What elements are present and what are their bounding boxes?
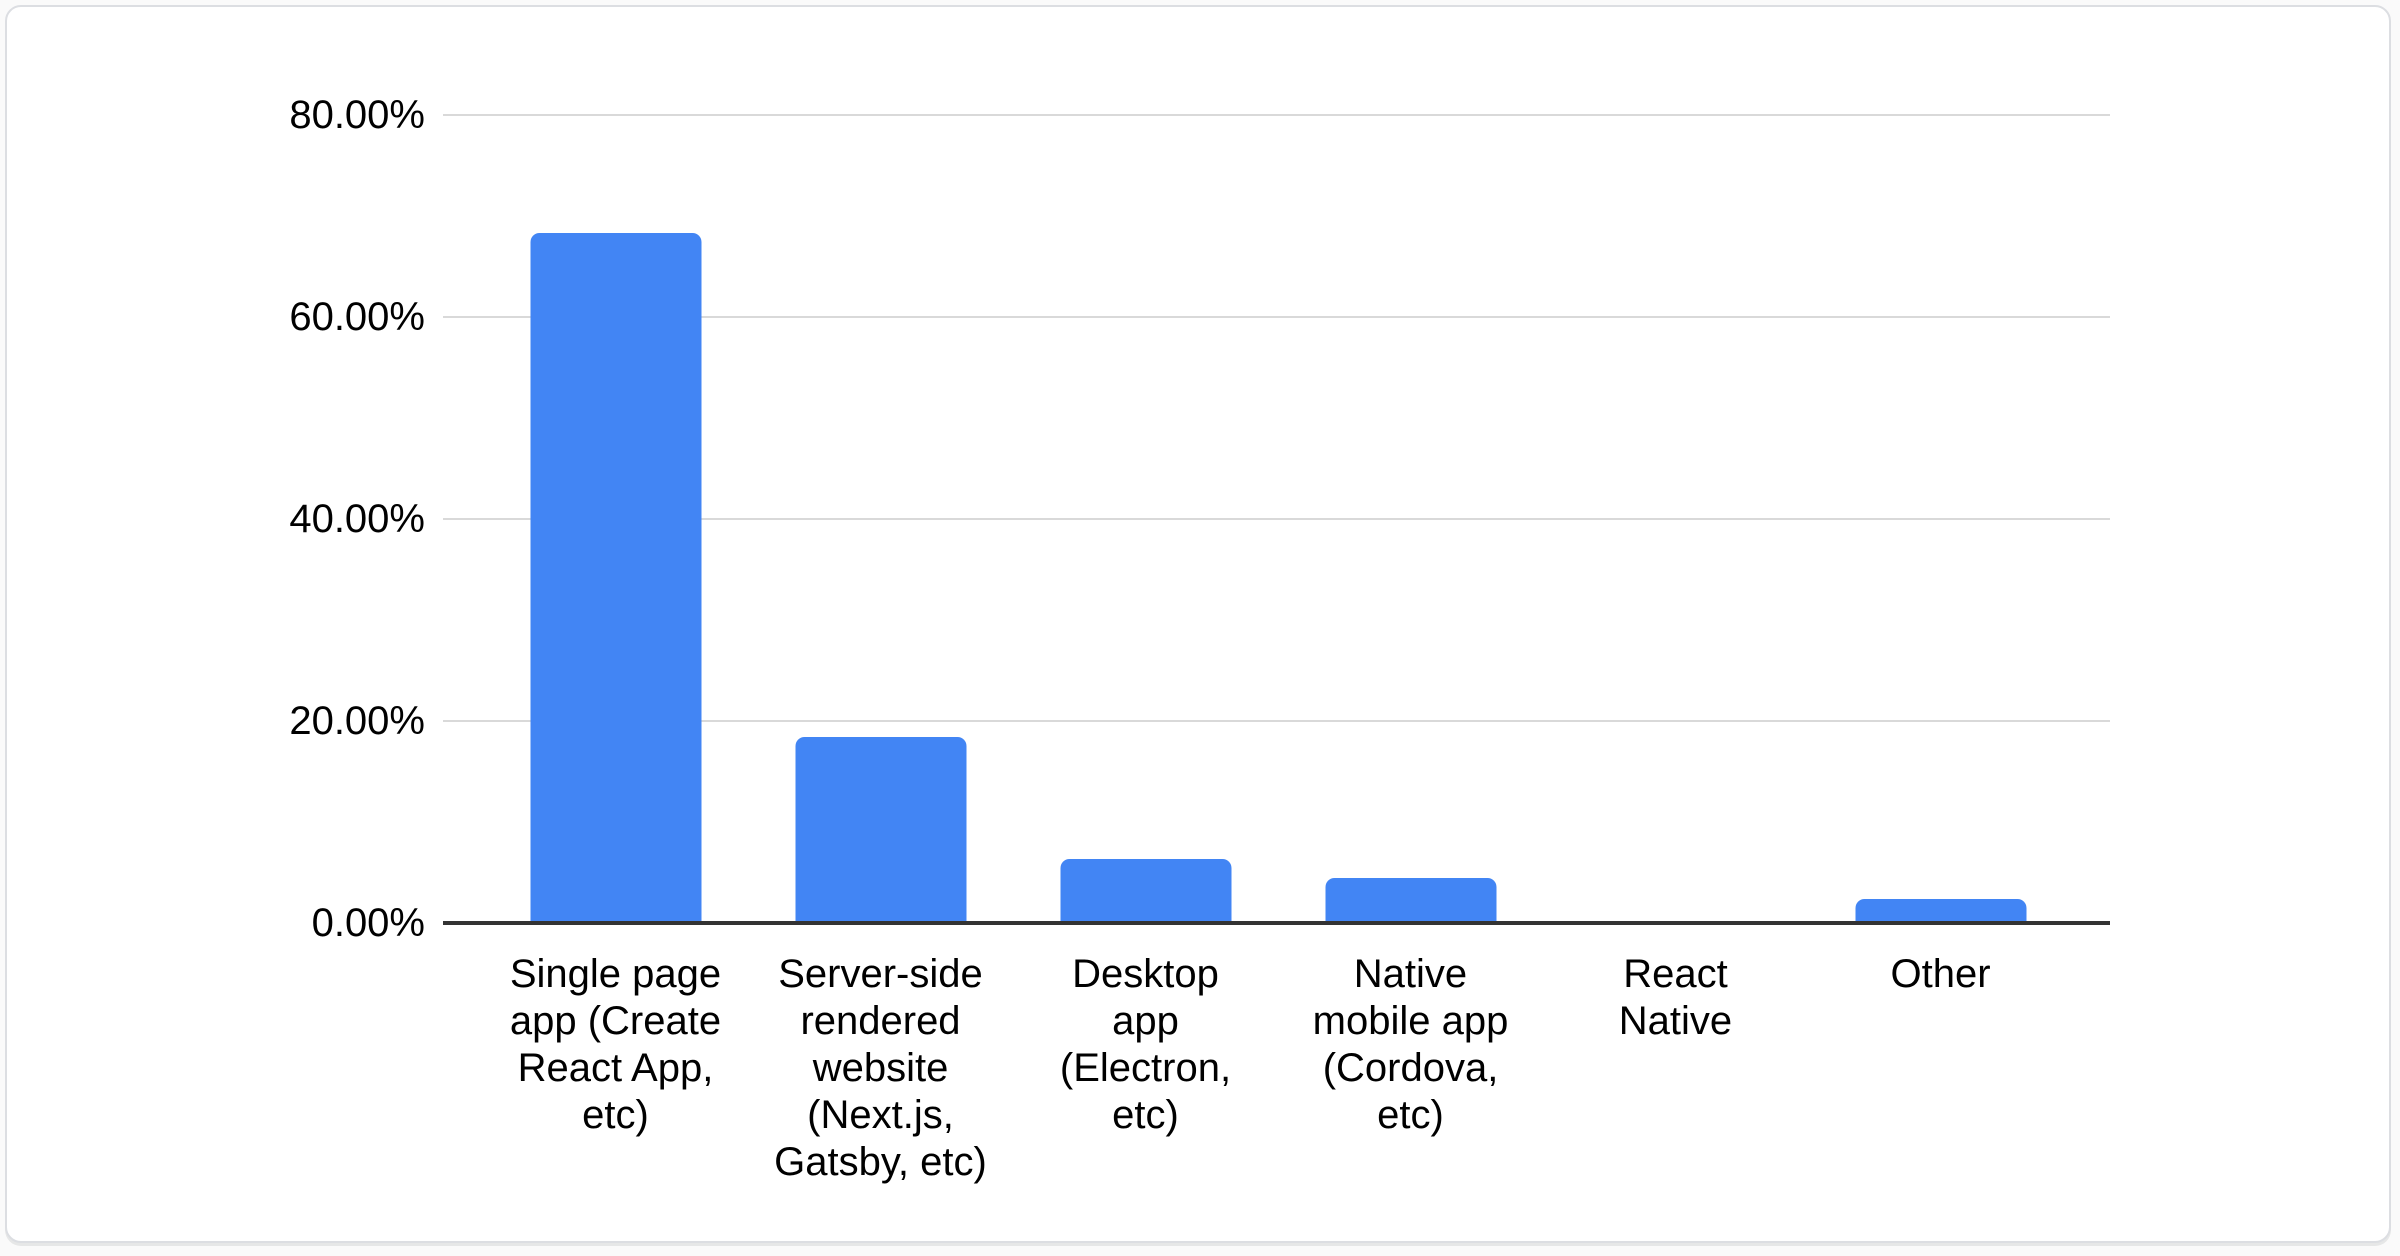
gridline [443,720,2110,722]
bar-column [1013,115,1278,923]
gridline [443,518,2110,520]
y-axis-tick-label: 0.00% [311,901,425,945]
bar [1855,898,2026,923]
bar-column [1808,115,2073,923]
x-axis-line [443,921,2110,925]
gridline [443,316,2110,318]
bar [795,737,966,923]
bars-container [483,115,2073,923]
bar-column [1543,115,1808,923]
x-axis-labels: Single page app (Create React App, etc) Serv… [483,951,2073,1186]
bar-chart: 80.00% 60.00% 40.00% 20.00% 0.00% Single pag… [289,95,2110,1184]
x-axis-category-label: Server-side rendered website (Next.js, Gatsb… [774,952,987,1184]
bar-column [1278,115,1543,923]
y-axis-tick-label: 40.00% [289,497,425,541]
bar-column [483,115,748,923]
x-axis-category-label: Single page app (Create React App, etc) [509,952,722,1137]
bar [530,233,701,923]
y-axis-tick-label: 20.00% [289,699,425,743]
bar-column [748,115,1013,923]
y-axis-tick-label: 80.00% [289,93,425,137]
x-axis-category-label: React Native [1618,952,1733,1043]
chart-card: 80.00% 60.00% 40.00% 20.00% 0.00% Single pag… [5,5,2391,1243]
bar [1060,859,1231,923]
y-axis-tick-label: 60.00% [289,295,425,339]
x-axis-category-label: Native mobile app (Cordova, etc) [1312,952,1509,1137]
x-axis-category-label: Desktop app (Electron, etc) [1059,952,1232,1137]
x-axis-category-label: Other [1890,952,1991,996]
bar [1325,877,1496,923]
gridline [443,114,2110,116]
